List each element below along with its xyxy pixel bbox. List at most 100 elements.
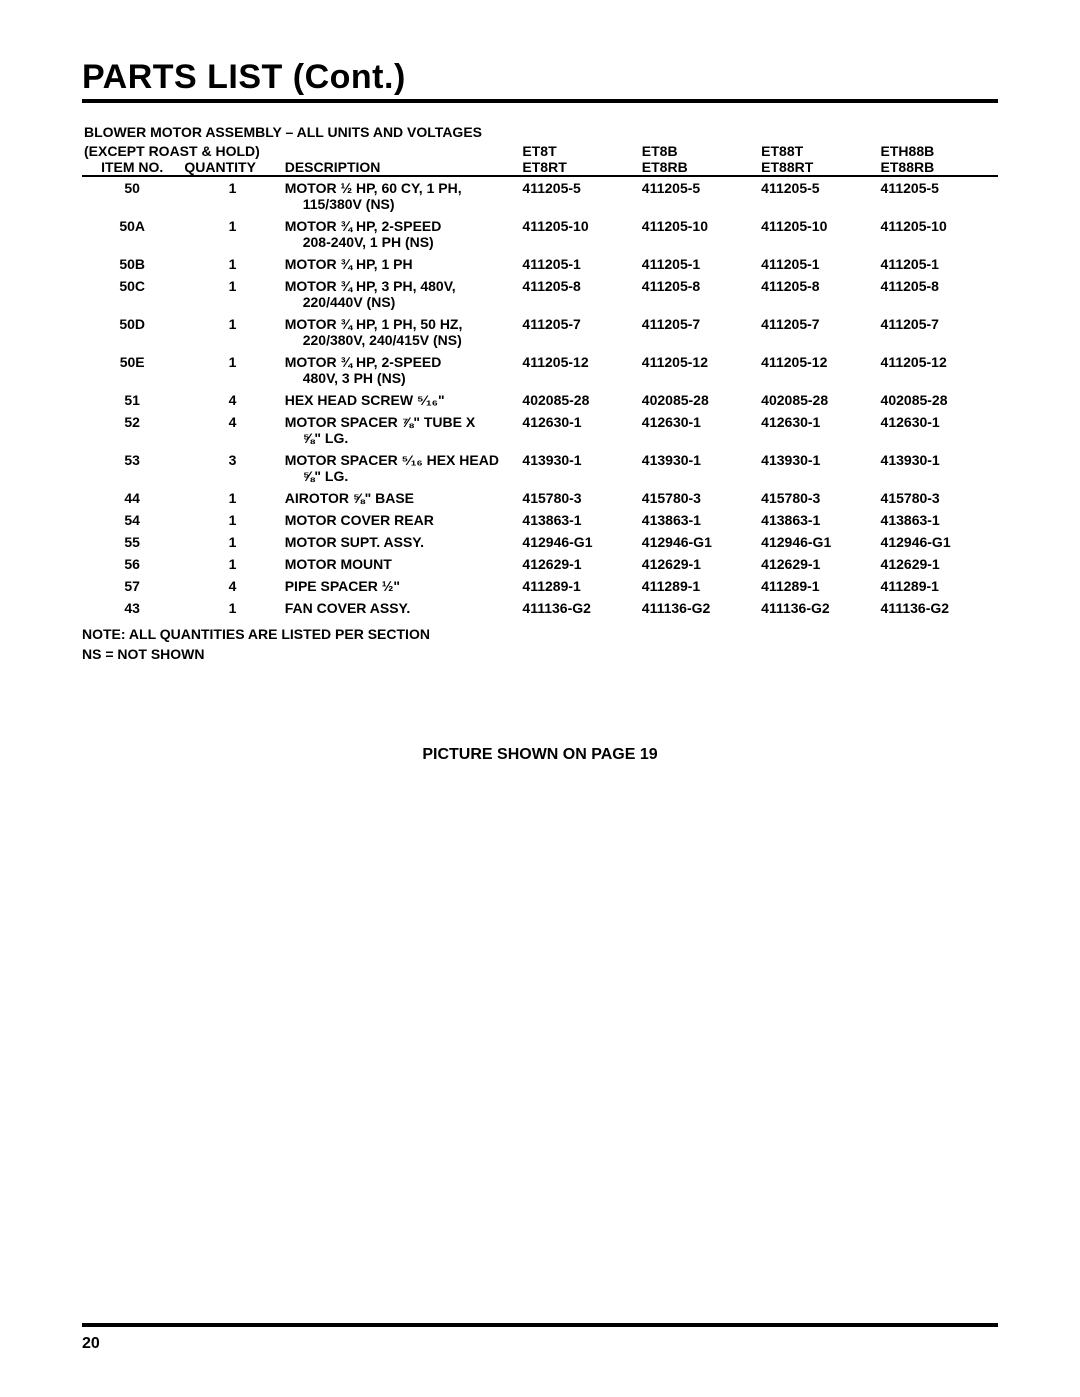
cell-qty: 1	[182, 176, 282, 215]
table-row: 50B1MOTOR ¾ HP, 1 PH411205-1411205-14112…	[82, 253, 998, 275]
col-m4-bot: ET88RB	[879, 159, 998, 176]
cell-qty: 1	[182, 597, 282, 619]
cell-m3: 412629-1	[759, 553, 878, 575]
cell-m2: 412630-1	[640, 411, 759, 449]
cell-item: 50A	[82, 215, 182, 253]
col-m2-bot: ET8RB	[640, 159, 759, 176]
table-row: 524MOTOR SPACER ⅞" TUBE X⅝" LG.412630-14…	[82, 411, 998, 449]
table-row: 551MOTOR SUPT. ASSY.412946-G1412946-G141…	[82, 531, 998, 553]
cell-m4: 413863-1	[879, 509, 998, 531]
page: PARTS LIST (Cont.) BLOWER MOTOR ASSEMBLY…	[0, 0, 1080, 1397]
cell-desc: MOTOR ¾ HP, 1 PH, 50 HZ,220/380V, 240/41…	[283, 313, 521, 351]
cell-item: 50B	[82, 253, 182, 275]
notes: NOTE: ALL QUANTITIES ARE LISTED PER SECT…	[82, 625, 998, 664]
cell-desc: HEX HEAD SCREW ⁵⁄₁₆"	[283, 389, 521, 411]
cell-m2: 411205-1	[640, 253, 759, 275]
cell-desc: MOTOR COVER REAR	[283, 509, 521, 531]
cell-desc: MOTOR ¾ HP, 3 PH, 480V,220/440V (NS)	[283, 275, 521, 313]
cell-qty: 3	[182, 449, 282, 487]
parts-table: BLOWER MOTOR ASSEMBLY – ALL UNITS AND VO…	[82, 121, 998, 619]
cell-m1: 412946-G1	[520, 531, 639, 553]
cell-m1: 411205-8	[520, 275, 639, 313]
cell-m3: 411205-7	[759, 313, 878, 351]
cell-desc: MOTOR SUPT. ASSY.	[283, 531, 521, 553]
cell-m3: 411205-5	[759, 176, 878, 215]
cell-m4: 412630-1	[879, 411, 998, 449]
cell-m4: 413930-1	[879, 449, 998, 487]
cell-m1: 411289-1	[520, 575, 639, 597]
cell-m1: 411205-10	[520, 215, 639, 253]
table-row: 514HEX HEAD SCREW ⁵⁄₁₆"402085-28402085-2…	[82, 389, 998, 411]
cell-desc: MOTOR MOUNT	[283, 553, 521, 575]
col-item: ITEM NO.	[82, 159, 182, 176]
cell-m4: 402085-28	[879, 389, 998, 411]
cell-m3: 411205-1	[759, 253, 878, 275]
cell-qty: 1	[182, 531, 282, 553]
picture-note: PICTURE SHOWN ON PAGE 19	[82, 746, 998, 764]
cell-qty: 4	[182, 411, 282, 449]
cell-m1: 412630-1	[520, 411, 639, 449]
col-m1-top: ET8T	[520, 143, 639, 159]
cell-item: 50C	[82, 275, 182, 313]
cell-desc: MOTOR SPACER ⁵⁄₁₆ HEX HEAD⅝" LG.	[283, 449, 521, 487]
cell-qty: 1	[182, 509, 282, 531]
cell-item: 50E	[82, 351, 182, 389]
cell-qty: 1	[182, 487, 282, 509]
table-row: 574PIPE SPACER ½"411289-1411289-1411289-…	[82, 575, 998, 597]
cell-m3: 412946-G1	[759, 531, 878, 553]
cell-m3: 411205-10	[759, 215, 878, 253]
cell-m2: 411205-7	[640, 313, 759, 351]
cell-desc-line2: 220/440V (NS)	[285, 294, 519, 310]
cell-item: 56	[82, 553, 182, 575]
cell-qty: 1	[182, 351, 282, 389]
table-row: 501MOTOR ½ HP, 60 CY, 1 PH,115/380V (NS)…	[82, 176, 998, 215]
cell-desc: MOTOR ½ HP, 60 CY, 1 PH,115/380V (NS)	[283, 176, 521, 215]
note-2: NS = NOT SHOWN	[82, 645, 998, 665]
cell-item: 43	[82, 597, 182, 619]
cell-m3: 413863-1	[759, 509, 878, 531]
cell-item: 50	[82, 176, 182, 215]
cell-m3: 411136-G2	[759, 597, 878, 619]
cell-m3: 402085-28	[759, 389, 878, 411]
cell-m4: 411205-5	[879, 176, 998, 215]
cell-desc-line2: 480V, 3 PH (NS)	[285, 370, 519, 386]
footer-rule	[82, 1323, 998, 1327]
col-m1-bot: ET8RT	[520, 159, 639, 176]
cell-item: 55	[82, 531, 182, 553]
cell-item: 54	[82, 509, 182, 531]
table-row: 541MOTOR COVER REAR413863-1413863-141386…	[82, 509, 998, 531]
col-desc: DESCRIPTION	[283, 159, 521, 176]
cell-m4: 411205-12	[879, 351, 998, 389]
table-row: 50C1MOTOR ¾ HP, 3 PH, 480V,220/440V (NS)…	[82, 275, 998, 313]
table-row: 431FAN COVER ASSY.411136-G2411136-G24111…	[82, 597, 998, 619]
cell-m1: 402085-28	[520, 389, 639, 411]
cell-m2: 411205-5	[640, 176, 759, 215]
page-title: PARTS LIST (Cont.)	[82, 58, 998, 99]
col-m3-top: ET88T	[759, 143, 878, 159]
cell-m3: 412630-1	[759, 411, 878, 449]
cell-item: 44	[82, 487, 182, 509]
cell-desc-line2: ⅝" LG.	[285, 430, 519, 446]
note-1: NOTE: ALL QUANTITIES ARE LISTED PER SECT…	[82, 625, 998, 645]
cell-m2: 402085-28	[640, 389, 759, 411]
section-title-1: BLOWER MOTOR ASSEMBLY – ALL UNITS AND VO…	[82, 121, 998, 143]
cell-m4: 411205-1	[879, 253, 998, 275]
cell-qty: 1	[182, 275, 282, 313]
cell-m1: 412629-1	[520, 553, 639, 575]
table-row: 561MOTOR MOUNT412629-1412629-1412629-141…	[82, 553, 998, 575]
table-row: 50E1MOTOR ¾ HP, 2-SPEED480V, 3 PH (NS)41…	[82, 351, 998, 389]
cell-m2: 411205-12	[640, 351, 759, 389]
cell-desc: PIPE SPACER ½"	[283, 575, 521, 597]
cell-m4: 411289-1	[879, 575, 998, 597]
cell-m1: 411205-5	[520, 176, 639, 215]
cell-item: 51	[82, 389, 182, 411]
title-underline	[82, 99, 998, 103]
cell-m1: 411205-1	[520, 253, 639, 275]
cell-desc: AIROTOR ⅝" BASE	[283, 487, 521, 509]
cell-m4: 411205-7	[879, 313, 998, 351]
cell-qty: 1	[182, 553, 282, 575]
cell-m2: 413930-1	[640, 449, 759, 487]
cell-qty: 1	[182, 253, 282, 275]
cell-qty: 4	[182, 389, 282, 411]
cell-m1: 411136-G2	[520, 597, 639, 619]
